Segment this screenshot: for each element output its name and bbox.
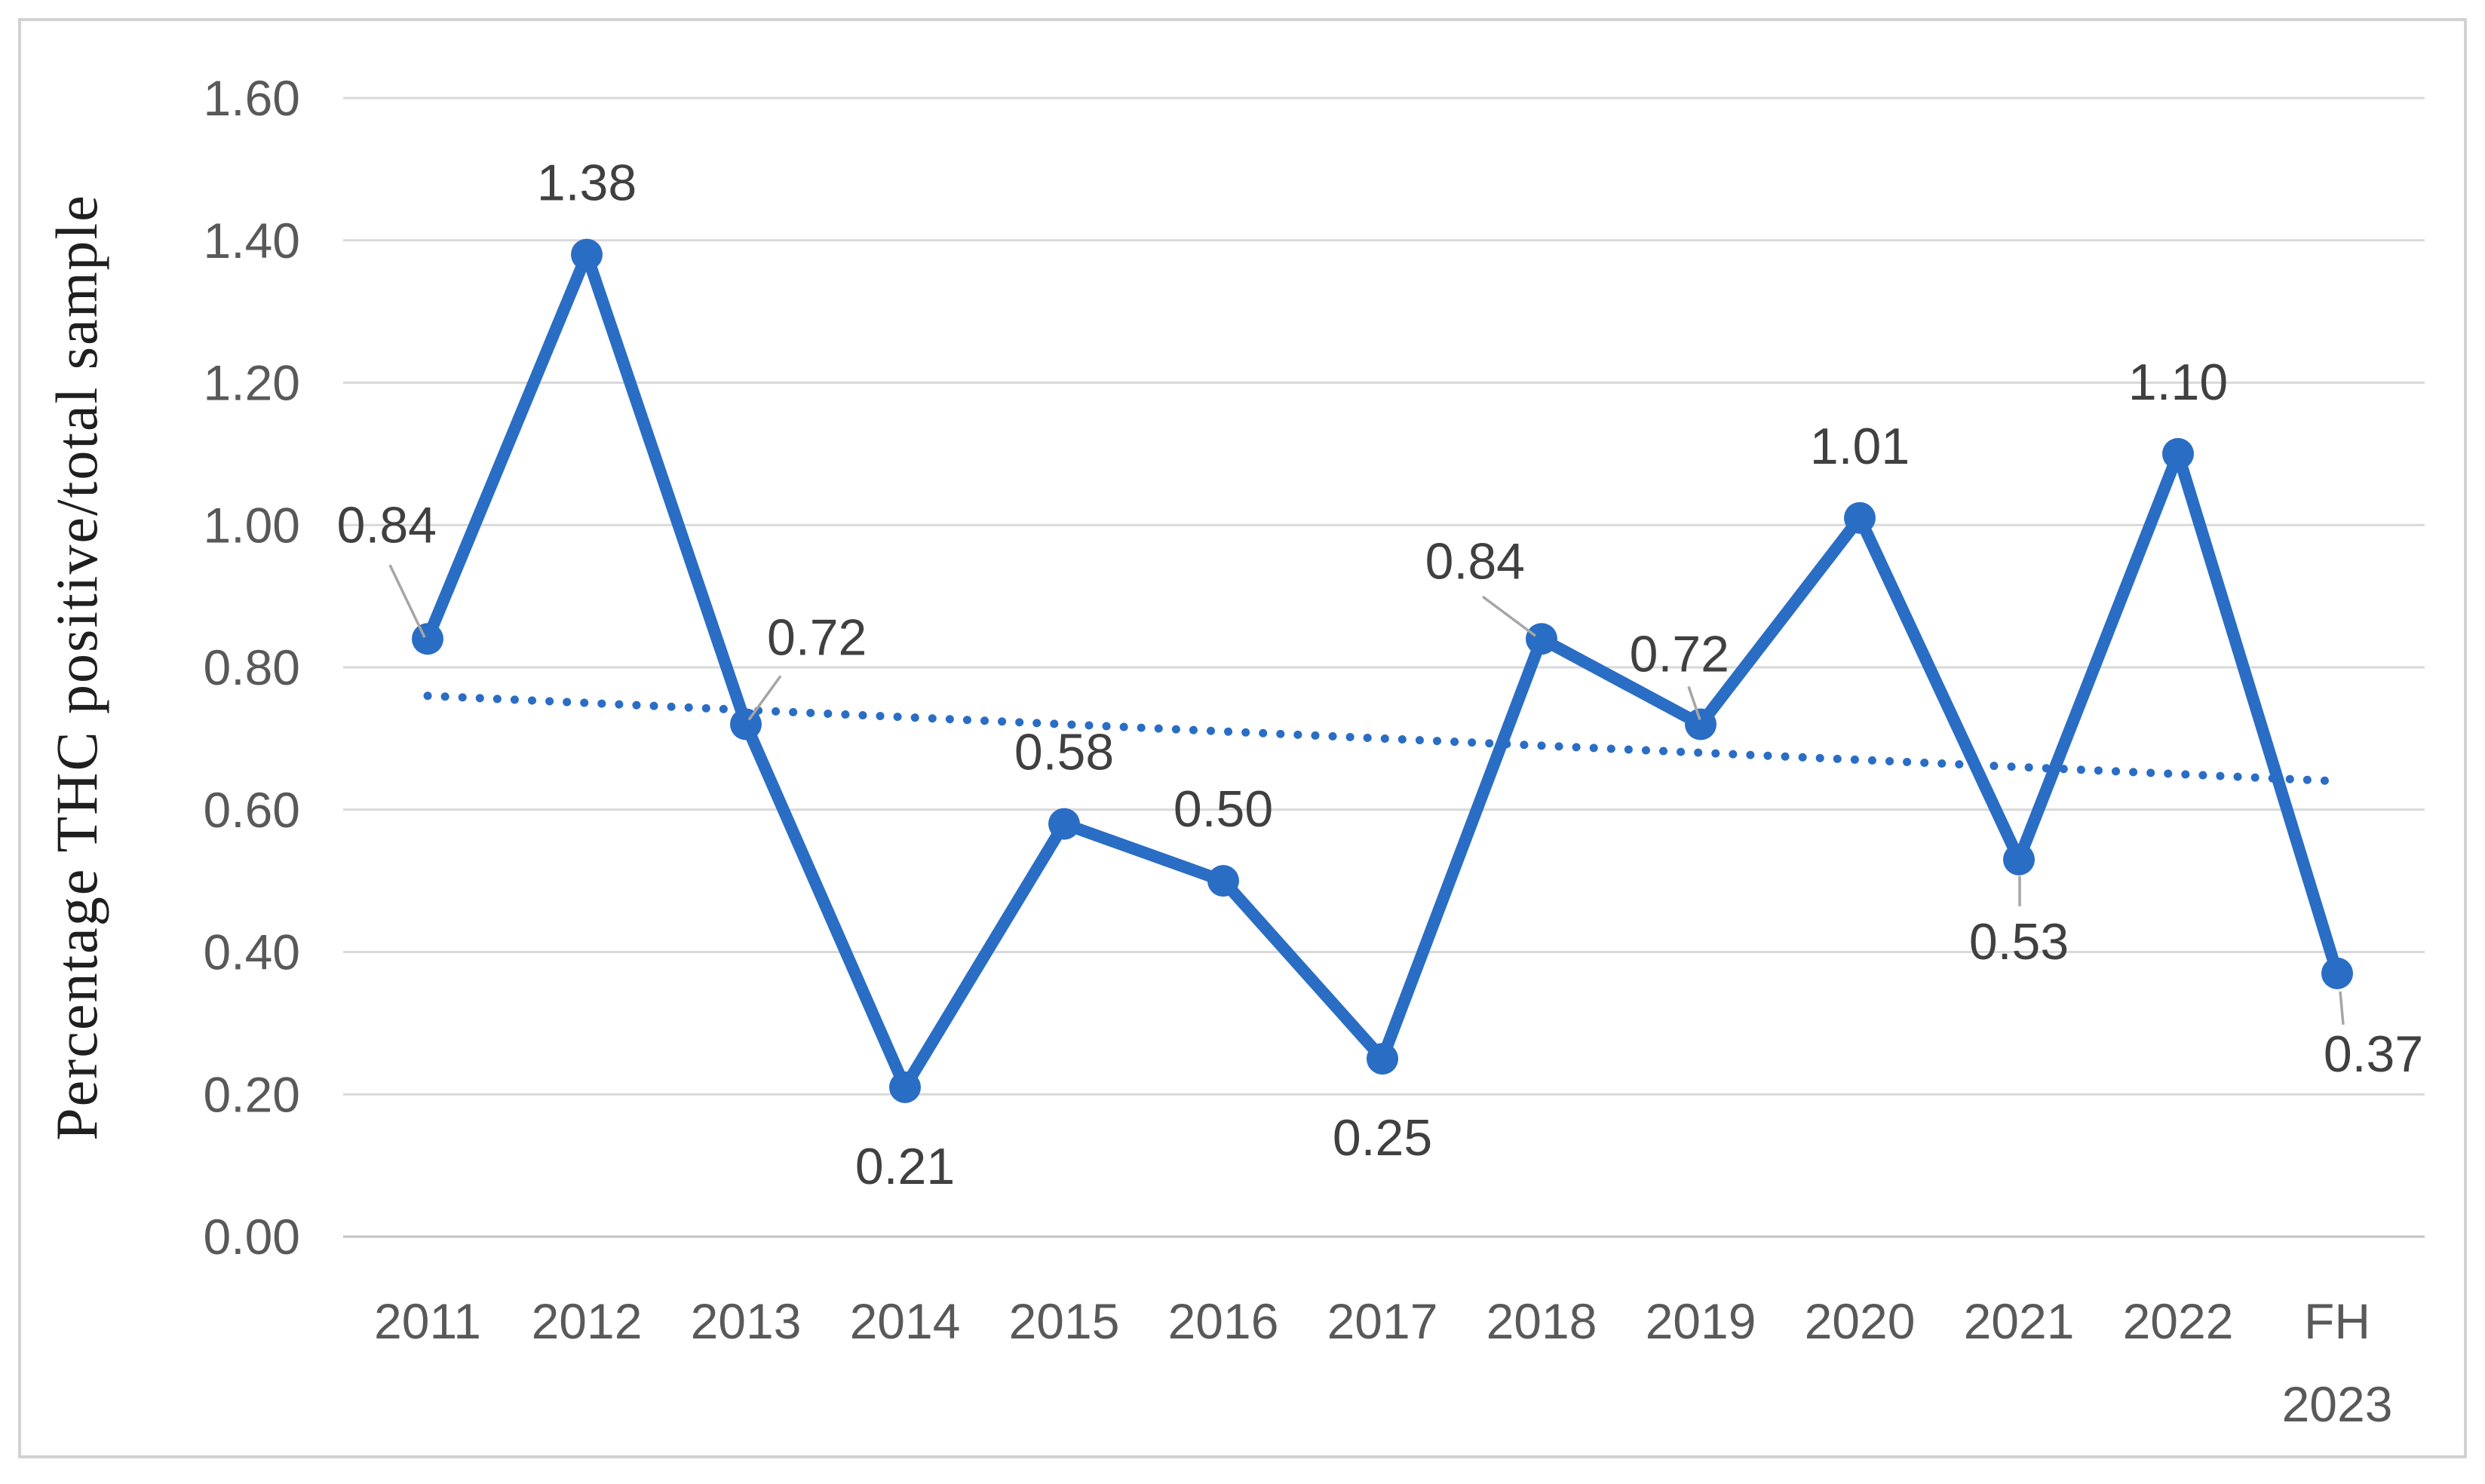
data-point [2321,957,2353,989]
data-label: 0.84 [337,496,437,553]
data-label: 0.72 [1630,626,1729,683]
data-point [1048,808,1080,840]
data-label: 1.01 [1810,418,1910,475]
data-label: 1.38 [537,155,637,212]
data-label: 0.37 [2324,1026,2423,1083]
data-point [2003,843,2035,875]
figure-border [18,18,2467,1458]
y-tick-label: 1.60 [204,70,300,126]
x-axis-label: 2013 [691,1293,802,1349]
x-axis-label: 2020 [1805,1293,1916,1349]
data-point [1367,1043,1398,1075]
data-label: 1.10 [2128,354,2228,411]
x-axis-label: 2021 [1964,1293,2075,1349]
data-label: 0.72 [767,609,867,667]
leader-line [2339,991,2345,1025]
x-axis-label: 2011 [374,1293,481,1349]
x-axis-label: 2014 [850,1293,961,1349]
data-label: 0.25 [1333,1109,1432,1167]
data-point [1844,501,1876,534]
data-label: 0.50 [1173,780,1273,838]
y-tick-label: 0.40 [204,924,300,980]
data-point [730,708,762,740]
data-label: 0.58 [1014,724,1114,781]
y-tick-label: 1.00 [204,497,300,553]
data-point [1685,708,1716,740]
x-axis-label: 2015 [1009,1293,1120,1349]
y-axis-title: Percentage THC positive/total sample [44,194,109,1140]
x-axis-label: 2022 [2123,1293,2234,1349]
y-tick-label: 0.60 [204,782,300,838]
x-axis-label: 2016 [1168,1293,1279,1349]
data-label: 0.21 [855,1138,955,1195]
data-point [571,238,603,271]
y-tick-label: 0.20 [204,1066,300,1122]
data-point [412,623,443,655]
x-axis-label: 2019 [1646,1293,1756,1349]
x-axis-label-line2: 2023 [2282,1376,2393,1432]
x-axis-label: 2018 [1486,1293,1597,1349]
x-axis-label: 2017 [1327,1293,1438,1349]
data-point [889,1071,921,1103]
leader-line [747,675,782,721]
data-point [2162,437,2194,470]
y-tick-label: 0.80 [204,639,300,695]
x-axis-label: 2012 [532,1293,643,1349]
y-tick-label: 1.40 [204,213,300,268]
x-axis-label: FH [2304,1293,2370,1349]
y-tick-label: 0.00 [204,1209,300,1265]
leader-line [388,564,426,639]
leader-line [1481,595,1537,637]
leader-line [1687,685,1701,721]
data-label: 0.84 [1425,532,1525,590]
data-point [1207,865,1239,897]
y-tick-label: 1.20 [204,355,300,411]
data-label: 0.53 [1969,913,2069,970]
data-point [1526,623,1557,655]
trendline [423,691,2342,786]
